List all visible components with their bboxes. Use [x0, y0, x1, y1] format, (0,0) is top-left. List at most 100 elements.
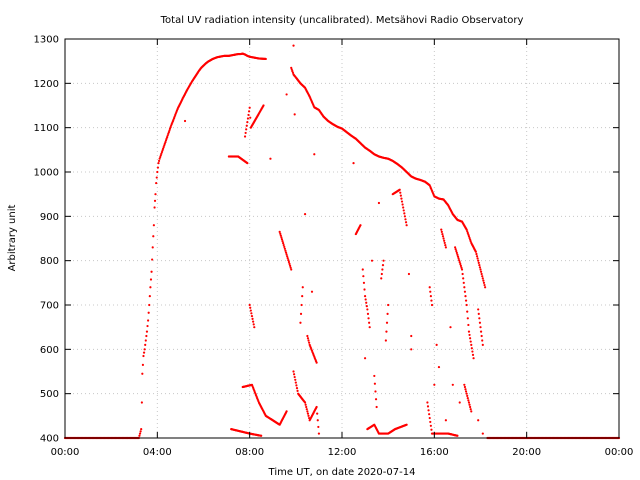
data-point [244, 131, 247, 135]
data-point [465, 392, 468, 395]
data-point [469, 240, 472, 243]
x-tick-label: 04:00 [143, 447, 172, 458]
data-point [315, 361, 318, 364]
data-point [146, 324, 149, 328]
data-point [466, 230, 469, 233]
data-point [466, 394, 469, 397]
data-point [168, 127, 172, 130]
data-point [479, 326, 482, 329]
chart-title: Total UV radiation intensity (uncalibrat… [160, 15, 524, 26]
data-point [385, 330, 388, 333]
data-point [139, 430, 142, 433]
data-point [363, 288, 366, 291]
data-point [141, 363, 145, 366]
data-point [475, 255, 479, 258]
data-point [352, 162, 355, 165]
data-point [142, 351, 146, 354]
data-point [430, 428, 433, 431]
data-point [252, 320, 255, 323]
data-point [467, 233, 470, 236]
data-point [373, 382, 376, 385]
data-point [251, 317, 254, 320]
data-point [463, 286, 466, 289]
y-tick-label: 700 [40, 301, 59, 312]
data-point [430, 299, 433, 302]
data-point [368, 326, 371, 329]
data-point [478, 321, 482, 324]
y-tick-label: 1100 [34, 123, 59, 134]
data-point [466, 310, 469, 313]
data-point [249, 309, 252, 312]
data-point [474, 250, 477, 253]
data-point [142, 354, 145, 358]
data-point [370, 259, 374, 262]
data-point [162, 145, 165, 149]
x-tick-label: 08:00 [235, 447, 264, 458]
data-point [367, 317, 370, 320]
data-point [143, 348, 146, 351]
data-point [402, 209, 405, 212]
data-point [481, 275, 484, 278]
data-point [156, 166, 160, 169]
data-point [373, 374, 376, 378]
plot-frame [64, 38, 620, 439]
data-point [249, 116, 252, 119]
data-point [458, 259, 461, 262]
data-point [462, 281, 465, 284]
data-point [400, 200, 404, 203]
data-point [246, 117, 250, 120]
data-point [294, 381, 297, 384]
data-point [428, 413, 431, 416]
data-point [462, 277, 465, 280]
data-point [156, 170, 159, 174]
data-point [470, 410, 473, 413]
y-tick-label: 1200 [34, 79, 59, 90]
data-point [467, 399, 470, 402]
x-axis: 00:00 04:00 08:00 12:00 16:00 20:00 00:00 [51, 39, 633, 458]
data-point [381, 264, 385, 267]
data-point [164, 140, 167, 144]
data-point [403, 212, 406, 215]
data-point [144, 339, 147, 342]
data-point [278, 230, 281, 233]
data-point [365, 301, 368, 304]
data-point [464, 388, 467, 391]
data-point [291, 71, 295, 74]
data-point [467, 235, 471, 238]
data-point [481, 339, 484, 342]
data-point [306, 412, 310, 415]
data-point [253, 326, 256, 329]
data-point [469, 340, 472, 343]
data-point [269, 157, 272, 160]
data-point [280, 238, 284, 241]
data-point [252, 323, 255, 326]
data-point [286, 255, 289, 258]
data-point [248, 303, 251, 307]
data-point [284, 249, 287, 252]
data-point [375, 405, 378, 409]
data-point [458, 261, 461, 264]
data-point [151, 246, 154, 249]
data-point [402, 206, 405, 209]
data-point [410, 334, 413, 338]
data-point [308, 341, 311, 344]
data-point [293, 113, 296, 116]
data-point [317, 425, 320, 429]
data-point [287, 259, 290, 262]
data-point [290, 66, 293, 69]
data-point [460, 266, 463, 269]
data-point [468, 403, 471, 406]
data-point [243, 135, 247, 138]
data-point [301, 295, 304, 298]
data-point [441, 232, 444, 236]
data-point [316, 419, 319, 422]
data-point [160, 152, 163, 155]
data-point [469, 405, 472, 409]
data-point [249, 306, 252, 309]
data-point [467, 330, 471, 333]
data-point [296, 389, 299, 392]
data-point [479, 270, 483, 273]
data-point [247, 113, 250, 117]
data-point [292, 44, 295, 47]
